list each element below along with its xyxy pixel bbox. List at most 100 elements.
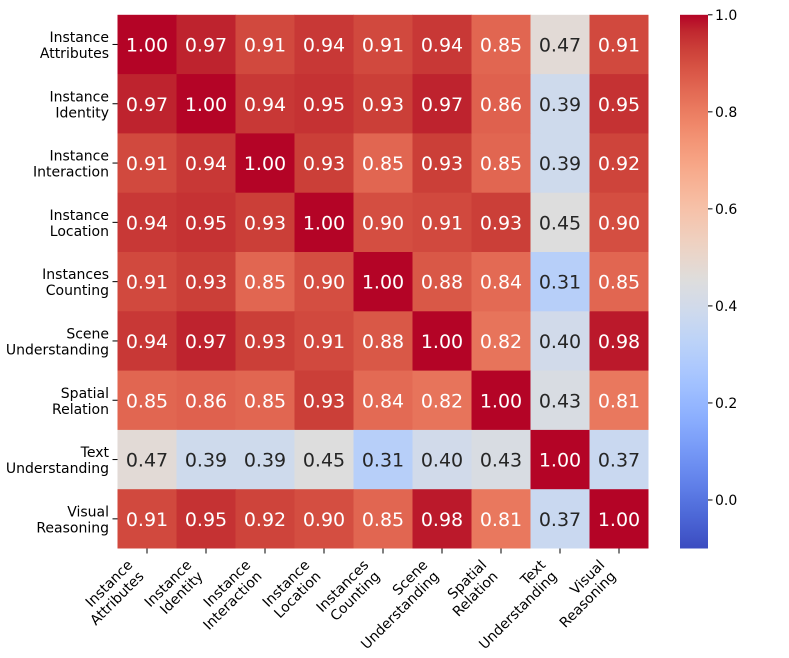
colorbar: 0.0 0.2 0.4 0.6 0.8 1.0 [680, 8, 737, 549]
heatmap-cell [589, 311, 649, 372]
heatmap-cell [235, 133, 296, 194]
colorbar-tick-label: 0.6 [715, 202, 737, 218]
cell-value: 0.93 [244, 212, 286, 234]
heatmap-cell [589, 370, 649, 431]
x-axis: InstanceAttributesInstanceIdentityInstan… [83, 548, 620, 653]
cell-value: 0.45 [539, 212, 581, 234]
cell-value: 0.85 [244, 390, 286, 412]
heatmap-cell [589, 192, 649, 253]
y-tick-label-line: Relation [52, 402, 109, 418]
cell-value: 0.94 [303, 34, 345, 56]
heatmap-cell [176, 74, 237, 134]
y-tick-label-line: Scene [66, 326, 109, 342]
cell-value: 0.91 [421, 212, 463, 234]
colorbar-tick-label: 0.0 [715, 493, 737, 509]
heatmap-cell [353, 192, 414, 253]
heatmap-cell [471, 489, 532, 549]
cell-value: 0.94 [244, 94, 286, 116]
cell-value: 0.95 [598, 94, 640, 116]
x-tick-label: InstancesCounting [314, 557, 384, 627]
cell-value: 0.91 [126, 509, 168, 531]
heatmap-cell [117, 370, 178, 431]
cell-value: 0.85 [244, 272, 286, 294]
cell-value: 1.00 [598, 509, 640, 531]
y-tick-label-line: Spatial [61, 386, 109, 402]
cell-value: 0.85 [362, 509, 404, 531]
heatmap-cell [117, 74, 178, 134]
cell-value: 0.91 [362, 34, 404, 56]
cell-value: 0.39 [539, 94, 581, 116]
cell-value: 0.88 [362, 331, 404, 353]
cell-value: 0.97 [421, 94, 463, 116]
heatmap-cell [412, 133, 473, 194]
y-tick-label: Instance Interaction [33, 149, 109, 181]
y-tick-label: Instance Identity [49, 89, 109, 121]
cell-value: 1.00 [480, 390, 522, 412]
cell-value: 1.00 [539, 450, 581, 472]
cell-value: 0.43 [539, 390, 581, 412]
heatmap-cell [117, 489, 178, 549]
colorbar-tick-label: 1.0 [715, 8, 737, 24]
y-tick-label-line: Text [80, 445, 110, 461]
y-tick-label-line: Reasoning [36, 520, 109, 536]
cell-value: 0.85 [598, 272, 640, 294]
cell-value: 0.47 [539, 34, 581, 56]
heatmap-cell [589, 133, 649, 194]
cell-value: 0.39 [185, 450, 227, 472]
y-tick-label: Spatial Relation [52, 386, 109, 418]
heatmap-cell [353, 133, 414, 194]
cell-value: 0.97 [185, 331, 227, 353]
cell-value: 1.00 [244, 153, 286, 175]
heatmap-cell [471, 192, 532, 253]
cell-value: 0.31 [539, 272, 581, 294]
x-tick-label: InstanceIdentity [142, 557, 207, 622]
cell-value: 0.98 [598, 331, 640, 353]
heatmap-cell [530, 14, 591, 75]
heatmap-cell [176, 133, 237, 194]
colorbar-gradient [680, 14, 708, 549]
cell-value: 0.91 [303, 331, 345, 353]
cell-value: 0.84 [362, 390, 404, 412]
heatmap-cell [530, 252, 591, 312]
cell-value: 0.85 [362, 153, 404, 175]
y-tick-label-line: Instance [49, 89, 109, 105]
heatmap-cell [412, 252, 473, 312]
heatmap-cell [294, 489, 355, 549]
cell-value: 0.39 [539, 153, 581, 175]
cell-value: 0.93 [362, 94, 404, 116]
cell-value: 0.95 [303, 94, 345, 116]
cell-value: 0.88 [421, 272, 463, 294]
y-tick-label-line: Visual [67, 504, 109, 520]
y-tick-label: Text Understanding [6, 445, 110, 477]
heatmap-cell [530, 133, 591, 194]
cell-value: 0.31 [362, 450, 404, 472]
heatmap-cell [353, 429, 414, 490]
heatmap-cell [412, 370, 473, 431]
cell-value: 1.00 [421, 331, 463, 353]
heatmap-cell [530, 74, 591, 134]
y-tick-label: Instances Counting [42, 267, 109, 299]
cell-value: 0.92 [598, 153, 640, 175]
heatmap-cell [117, 252, 178, 312]
heatmap-cell [294, 252, 355, 312]
heatmap-cell [412, 14, 473, 75]
cell-value: 0.84 [480, 272, 522, 294]
cell-value: 0.91 [598, 34, 640, 56]
heatmap-cell [235, 74, 296, 134]
cell-value: 0.86 [185, 390, 227, 412]
y-tick-label: Scene Understanding [6, 326, 109, 358]
heatmap-cell [235, 311, 296, 372]
heatmap-cell [589, 14, 649, 75]
y-tick-label: Instance Attributes [40, 30, 109, 62]
heatmap-cell [412, 429, 473, 490]
heatmap-cell [353, 252, 414, 312]
heatmap-cell [589, 252, 649, 312]
heatmap-cell [117, 14, 178, 75]
cell-value: 0.95 [185, 509, 227, 531]
heatmap-cell [353, 489, 414, 549]
heatmap-cell [530, 311, 591, 372]
cell-value: 0.90 [303, 272, 345, 294]
cell-value: 0.47 [126, 450, 168, 472]
heatmap-cell [353, 74, 414, 134]
